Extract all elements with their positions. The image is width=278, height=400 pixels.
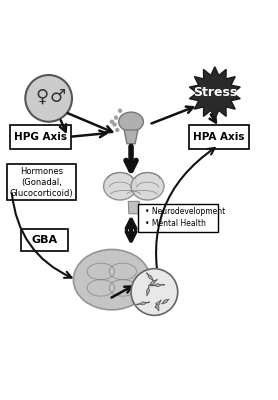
Circle shape bbox=[118, 108, 122, 113]
Circle shape bbox=[25, 75, 72, 122]
Polygon shape bbox=[124, 130, 138, 144]
Ellipse shape bbox=[155, 284, 160, 286]
FancyBboxPatch shape bbox=[8, 164, 76, 200]
Circle shape bbox=[114, 116, 118, 120]
Ellipse shape bbox=[156, 304, 159, 309]
Text: • Neurodevelopment
• Mental Health: • Neurodevelopment • Mental Health bbox=[145, 208, 225, 228]
Text: GBA: GBA bbox=[31, 235, 58, 245]
Text: Hormones
(Gonadal,
Glucocorticoid): Hormones (Gonadal, Glucocorticoid) bbox=[10, 166, 74, 198]
Circle shape bbox=[112, 122, 117, 127]
FancyBboxPatch shape bbox=[189, 125, 249, 149]
Text: ♂: ♂ bbox=[49, 88, 66, 106]
Circle shape bbox=[131, 269, 178, 315]
Ellipse shape bbox=[104, 172, 136, 200]
Circle shape bbox=[110, 120, 114, 124]
Text: HPG Axis: HPG Axis bbox=[14, 132, 67, 142]
Ellipse shape bbox=[141, 302, 145, 305]
Ellipse shape bbox=[151, 281, 155, 284]
Ellipse shape bbox=[156, 302, 160, 306]
Circle shape bbox=[115, 128, 120, 132]
FancyBboxPatch shape bbox=[10, 125, 71, 149]
Polygon shape bbox=[128, 201, 139, 214]
Text: HPA Axis: HPA Axis bbox=[193, 132, 245, 142]
Ellipse shape bbox=[147, 289, 149, 294]
Polygon shape bbox=[189, 67, 240, 119]
Text: Stress: Stress bbox=[193, 86, 237, 99]
FancyBboxPatch shape bbox=[138, 204, 218, 232]
FancyBboxPatch shape bbox=[21, 229, 68, 251]
Ellipse shape bbox=[131, 172, 164, 200]
Ellipse shape bbox=[119, 112, 143, 131]
Ellipse shape bbox=[73, 250, 150, 310]
Ellipse shape bbox=[163, 300, 168, 303]
Text: ♀: ♀ bbox=[35, 88, 48, 106]
Ellipse shape bbox=[148, 275, 152, 279]
